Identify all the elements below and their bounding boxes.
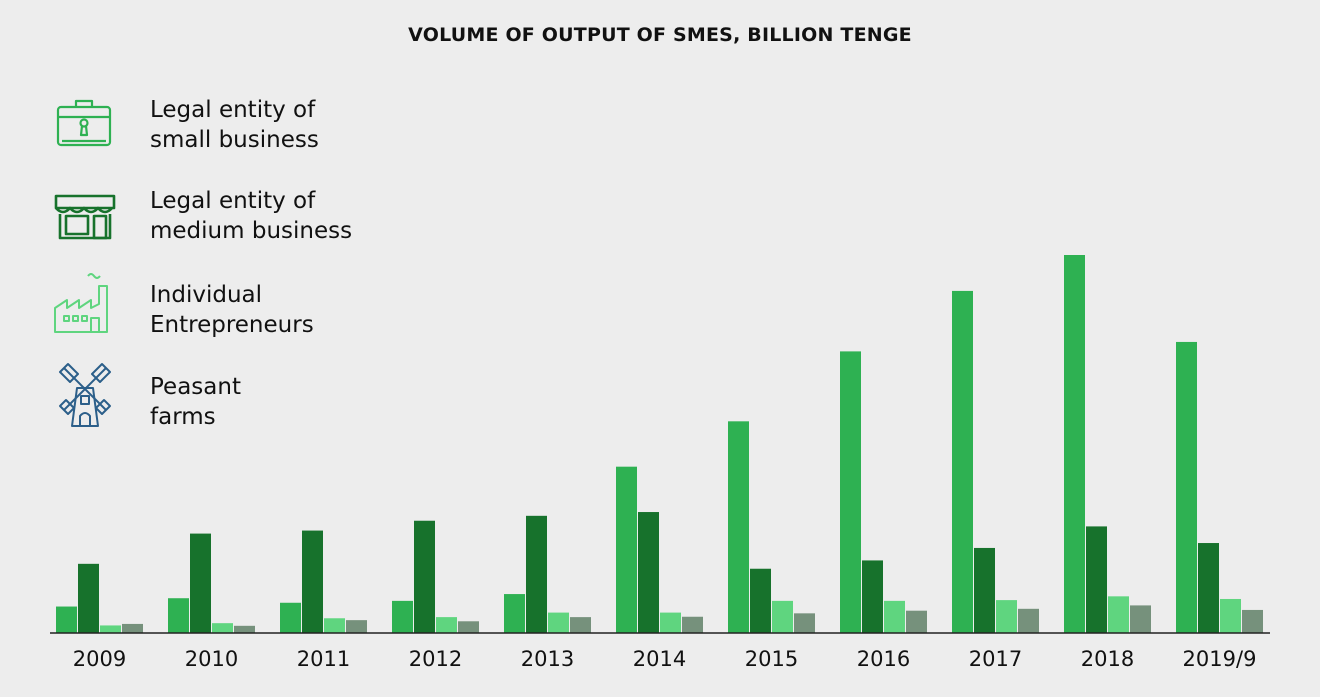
x-tick-label: 2011: [297, 647, 350, 671]
x-tick-label: 2014: [633, 647, 686, 671]
windmill-icon: [59, 363, 111, 427]
bar-2017-series-2: [974, 547, 995, 633]
bar-2018-series-4: [1130, 605, 1151, 633]
legend-label: Legal entity of: [150, 97, 316, 123]
bar-2010-series-4: [234, 625, 255, 633]
bar-2009-series-2: [78, 563, 99, 633]
bar-2019/9-series-1: [1176, 341, 1197, 633]
bar-2015-series-4: [794, 613, 815, 633]
bar-2018-series-2: [1086, 526, 1107, 633]
bar-2014-series-2: [638, 512, 659, 633]
bar-2013-series-1: [504, 594, 525, 633]
bar-group: [56, 255, 1263, 633]
legend-item-medium-business: Legal entity of medium business: [50, 186, 352, 258]
x-tick-label: 2017: [969, 647, 1022, 671]
x-tick-label: 2019/9: [1183, 647, 1257, 671]
bar-2013-series-3: [548, 612, 569, 633]
bar-2015-series-1: [728, 421, 749, 633]
bar-2016-series-2: [862, 560, 883, 633]
bar-2012-series-1: [392, 600, 413, 633]
x-axis-ticks: 2009 2010 2011 2012 2013 2014 2015 2016 2017 2018…: [73, 647, 1257, 671]
legend-item-individual-entrepreneurs: Individual Entrepreneurs: [50, 273, 314, 340]
bar-2009-series-4: [122, 623, 143, 633]
x-tick-label: 2012: [409, 647, 462, 671]
bar-2016-series-4: [906, 610, 927, 633]
bar-2011-series-1: [280, 602, 301, 633]
legend-item-peasant-farms: Peasant farms: [50, 363, 241, 430]
bar-2016-series-1: [840, 351, 861, 633]
bar-2010-series-3: [212, 623, 233, 633]
legend-label: medium business: [150, 218, 353, 244]
bar-2019/9-series-2: [1198, 543, 1219, 633]
factory-icon: [54, 273, 108, 333]
bar-2012-series-3: [436, 617, 457, 633]
bar-2011-series-2: [302, 530, 323, 633]
legend-label: Individual: [150, 282, 263, 308]
bar-2014-series-1: [616, 466, 637, 633]
legend-item-small-business: Legal entity of small business: [50, 95, 319, 167]
legend-label: Legal entity of: [150, 188, 316, 214]
bar-2014-series-3: [660, 612, 681, 633]
bar-2016-series-3: [884, 600, 905, 633]
legend-label: small business: [150, 127, 319, 153]
chart-title: VOLUME OF OUTPUT OF SMES, BILLION TENGE: [408, 24, 912, 46]
bar-2013-series-2: [526, 515, 547, 633]
bar-2019/9-series-3: [1220, 598, 1241, 633]
bar-2019/9-series-4: [1242, 609, 1263, 633]
bar-2012-series-2: [414, 520, 435, 633]
bar-2010-series-1: [168, 598, 189, 633]
legend-label: Entrepreneurs: [150, 312, 314, 338]
x-tick-label: 2016: [857, 647, 910, 671]
x-tick-label: 2010: [185, 647, 238, 671]
bar-2017-series-3: [996, 600, 1017, 633]
bar-2017-series-4: [1018, 608, 1039, 633]
x-tick-label: 2009: [73, 647, 126, 671]
bar-2015-series-2: [750, 568, 771, 633]
bar-2018-series-1: [1064, 255, 1085, 633]
bar-2015-series-3: [772, 600, 793, 633]
legend-label: farms: [150, 404, 216, 430]
x-tick-label: 2015: [745, 647, 798, 671]
bar-2012-series-4: [458, 621, 479, 633]
x-tick-label: 2018: [1081, 647, 1134, 671]
bar-2013-series-4: [570, 617, 591, 633]
bar-2011-series-4: [346, 620, 367, 633]
briefcase-icon: [56, 99, 112, 147]
x-tick-label: 2013: [521, 647, 574, 671]
bar-2017-series-1: [952, 290, 973, 633]
bar-2010-series-2: [190, 533, 211, 633]
legend-label: Peasant: [150, 374, 241, 400]
bar-2009-series-3: [100, 625, 121, 633]
bar-2009-series-1: [56, 606, 77, 633]
bar-2011-series-3: [324, 618, 345, 633]
bar-2018-series-3: [1108, 596, 1129, 633]
storefront-icon: [54, 194, 116, 240]
bar-2014-series-4: [682, 616, 703, 633]
